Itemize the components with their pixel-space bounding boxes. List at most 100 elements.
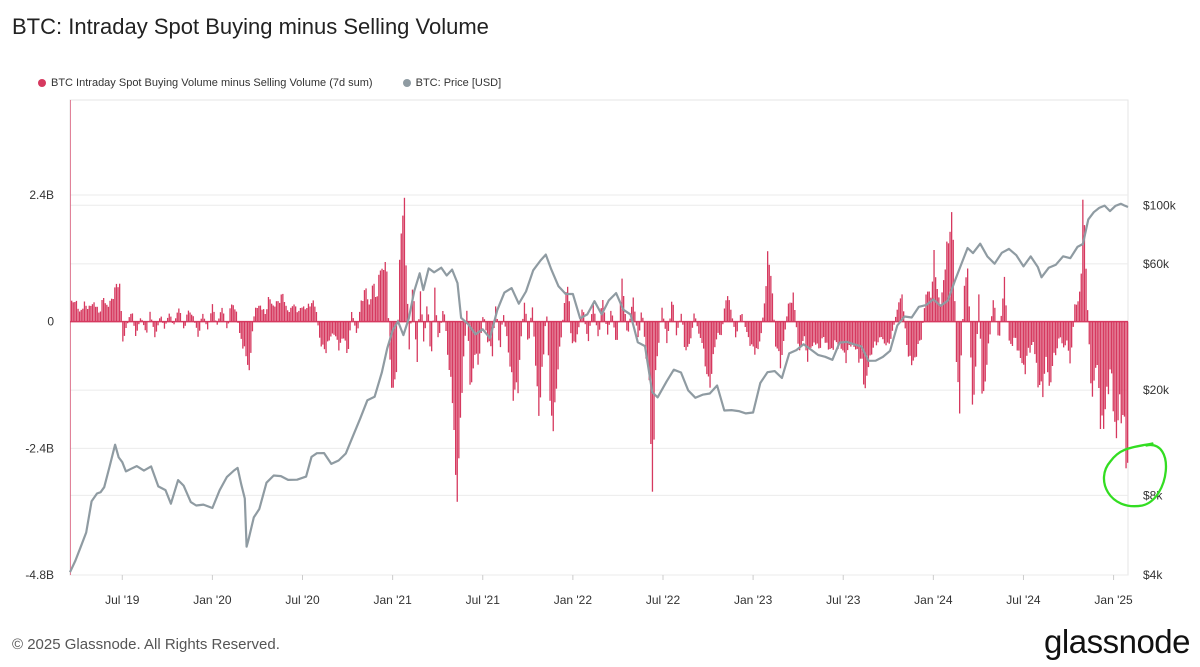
x-tick-label-3: Jan '21 — [373, 593, 412, 607]
volume-bar-505 — [879, 321, 881, 338]
volume-bar-187 — [370, 299, 372, 322]
volume-bar-141 — [296, 312, 298, 322]
volume-bar-536 — [928, 291, 930, 322]
volume-bar-114 — [253, 316, 255, 322]
volume-bar-480 — [839, 321, 841, 344]
volume-bar-648 — [1107, 321, 1110, 395]
volume-bar-70 — [183, 321, 185, 329]
volume-bar-52 — [154, 321, 156, 338]
volume-bar-8 — [83, 301, 86, 322]
volume-bar-305 — [559, 321, 561, 347]
volume-bar-287 — [530, 317, 532, 322]
volume-bar-241 — [456, 321, 458, 502]
volume-bar-112 — [250, 321, 252, 353]
volume-bar-107 — [242, 321, 244, 349]
chart-legend: BTC Intraday Spot Buying Volume minus Se… — [38, 77, 501, 89]
volume-bar-197 — [386, 271, 388, 322]
volume-bar-550 — [951, 212, 953, 322]
volume-bar-514 — [893, 321, 895, 325]
volume-bar-337 — [610, 310, 612, 322]
volume-bar-319 — [581, 309, 583, 322]
volume-bar-95 — [223, 313, 225, 322]
volume-bar-237 — [450, 321, 452, 377]
volume-bar-23 — [107, 306, 110, 322]
volume-bar-310 — [567, 286, 569, 322]
volume-bar-318 — [579, 318, 582, 322]
y-tick-left-0: 2.4B — [29, 188, 54, 202]
volume-bar-33 — [123, 321, 126, 336]
volume-bar-598 — [1027, 321, 1030, 348]
brand-logo: glassnode — [1044, 623, 1190, 660]
volume-bar-110 — [247, 321, 249, 365]
volume-bar-343 — [619, 302, 622, 322]
volume-bar-61 — [168, 313, 170, 322]
legend-item-volume[interactable]: BTC Intraday Spot Buying Volume minus Se… — [38, 77, 373, 89]
volume-bar-347 — [626, 321, 628, 331]
volume-bar-555 — [959, 321, 961, 414]
volume-bar-349 — [629, 318, 631, 322]
volume-bar-494 — [861, 321, 863, 359]
volume-bar-9 — [85, 305, 87, 322]
volume-bar-544 — [941, 292, 943, 322]
volume-bar-55 — [159, 318, 161, 322]
volume-bar-309 — [565, 292, 567, 322]
volume-bar-418 — [739, 315, 742, 322]
volume-bar-567 — [978, 294, 980, 322]
volume-bar-575 — [991, 316, 993, 322]
volume-bar-132 — [282, 293, 284, 322]
volume-bar-573 — [987, 321, 990, 344]
volume-bar-602 — [1034, 321, 1036, 355]
volume-bar-92 — [218, 318, 220, 322]
volume-bar-611 — [1048, 321, 1050, 386]
volume-bar-433 — [763, 303, 766, 322]
volume-bar-212 — [410, 321, 412, 324]
volume-bar-303 — [555, 321, 558, 389]
volume-bar-158 — [323, 321, 326, 350]
volume-bar-19 — [101, 300, 103, 322]
volume-bar-513 — [891, 321, 894, 331]
volume-bar-164 — [333, 321, 335, 335]
volume-bar-224 — [429, 321, 431, 347]
volume-bar-260 — [487, 321, 489, 343]
volume-bar-582 — [1002, 298, 1004, 322]
volume-bar-244 — [461, 321, 463, 393]
volume-bar-401 — [712, 321, 714, 355]
volume-bar-238 — [451, 321, 454, 404]
volume-bar-371 — [664, 321, 666, 329]
volume-bar-350 — [631, 306, 633, 322]
volume-bar-638 — [1091, 321, 1094, 397]
volume-bar-129 — [277, 301, 279, 322]
volume-bar-477 — [834, 321, 836, 341]
volume-bar-366 — [656, 321, 658, 357]
volume-bar-316 — [576, 321, 578, 335]
volume-bar-297 — [546, 316, 548, 322]
volume-bar-54 — [157, 321, 159, 326]
volume-bar-124 — [269, 299, 271, 322]
volume-bar-117 — [258, 305, 260, 322]
volume-bar-498 — [867, 321, 870, 368]
volume-bar-102 — [234, 309, 236, 322]
volume-bar-482 — [842, 321, 844, 351]
volume-bar-519 — [901, 294, 903, 322]
volume-bar-252 — [474, 321, 476, 355]
volume-bar-386 — [688, 321, 690, 344]
volume-bar-442 — [778, 321, 780, 352]
volume-bar-530 — [919, 321, 921, 341]
volume-bar-209 — [405, 265, 407, 322]
volume-bar-517 — [898, 302, 900, 322]
volume-bar-538 — [931, 281, 934, 322]
volume-bar-475 — [831, 321, 833, 349]
volume-bar-56 — [160, 316, 162, 322]
legend-volume-label: BTC Intraday Spot Buying Volume minus Se… — [51, 77, 373, 89]
volume-bar-453 — [795, 321, 798, 328]
volume-bar-468 — [819, 321, 822, 348]
volume-bar-346 — [624, 314, 626, 322]
volume-bar-328 — [595, 321, 598, 326]
legend-item-price[interactable]: BTC: Price [USD] — [402, 77, 501, 89]
volume-bar-140 — [295, 306, 297, 322]
volume-bar-39 — [133, 321, 135, 326]
volume-bar-492 — [858, 321, 860, 363]
volume-bar-416 — [736, 321, 738, 332]
volume-bar-163 — [331, 321, 334, 334]
volume-bar-405 — [719, 321, 721, 335]
